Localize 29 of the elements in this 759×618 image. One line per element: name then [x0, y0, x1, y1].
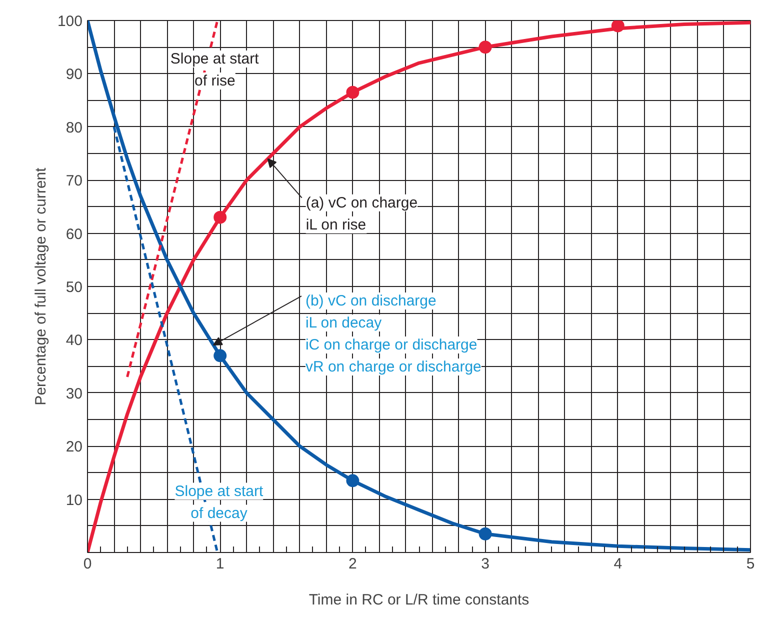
x-tick-label: 2: [348, 556, 357, 572]
point: [214, 349, 227, 362]
annotation: Slope at start of rise: [170, 50, 260, 90]
y-tick-label: 80: [66, 119, 83, 136]
x-tick-label: 4: [614, 556, 622, 572]
y-tick-label: 100: [57, 13, 83, 30]
point: [214, 210, 227, 224]
x-tick-label: 3: [481, 556, 490, 572]
point: [478, 527, 492, 540]
y-axis-title: Percentage of full voltage or current: [32, 166, 50, 406]
point: [611, 20, 624, 32]
point: [478, 40, 492, 54]
y-tick-label: 20: [66, 438, 83, 456]
x-axis-title: Time in RC or L/R time constants: [308, 592, 530, 608]
point: [346, 86, 360, 99]
y-tick-label: 90: [66, 66, 83, 84]
y-tick-label: 10: [66, 492, 83, 509]
y-tick-label: 40: [66, 332, 83, 350]
annotation: (b) vC on discharge iL on decay iC on charge or discharge vR on charge or discharge: [305, 292, 482, 376]
x-tick-label: 5: [746, 556, 755, 572]
point: [346, 474, 360, 488]
y-tick-label: 60: [66, 226, 83, 243]
annotation: (a) vC on charge iL on rise: [306, 194, 418, 234]
y-tick-label: 30: [66, 385, 83, 402]
x-tick-label: 1: [216, 556, 224, 572]
x-tick-label: 0: [83, 556, 92, 572]
y-tick-label: 70: [66, 172, 83, 190]
annotation: Slope at start of decay: [174, 482, 264, 522]
y-tick-label: 50: [66, 279, 83, 296]
